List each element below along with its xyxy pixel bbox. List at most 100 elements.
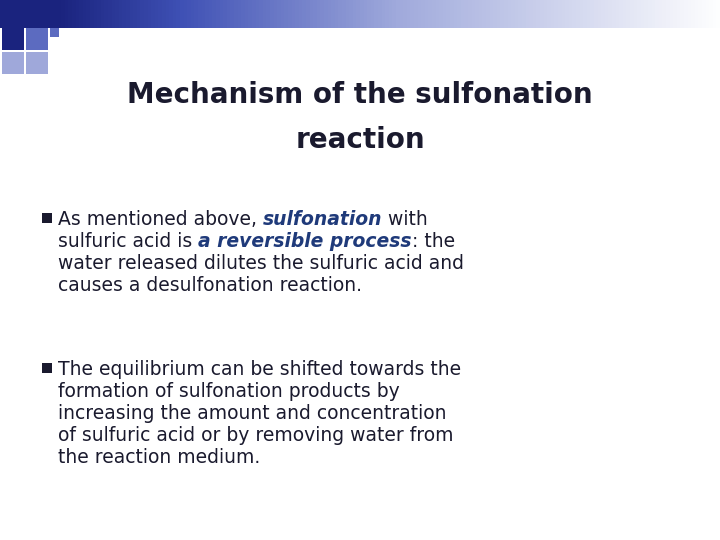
Bar [623, 0, 626, 28]
Bar [353, 0, 356, 28]
Bar [536, 0, 540, 28]
Bar [133, 0, 137, 28]
Bar [670, 0, 673, 28]
Bar [184, 0, 187, 28]
Bar [648, 0, 652, 28]
Bar [716, 0, 720, 28]
Bar [151, 0, 155, 28]
Bar [26, 28, 48, 50]
Bar [245, 0, 248, 28]
Bar [522, 0, 526, 28]
Bar [418, 0, 421, 28]
Bar [590, 0, 594, 28]
Bar [544, 0, 547, 28]
Bar [680, 0, 684, 28]
Bar [486, 0, 490, 28]
Bar [644, 0, 648, 28]
Bar [598, 0, 601, 28]
Bar [666, 0, 670, 28]
Text: Mechanism of the sulfonation: Mechanism of the sulfonation [127, 81, 593, 109]
Bar [47, 0, 50, 28]
Bar [328, 0, 331, 28]
Bar [392, 0, 396, 28]
Bar [608, 0, 612, 28]
Bar [220, 0, 223, 28]
Bar [227, 0, 230, 28]
Bar [360, 0, 364, 28]
Bar [673, 0, 677, 28]
Text: formation of sulfonation products by: formation of sulfonation products by [58, 382, 400, 401]
Bar [324, 0, 328, 28]
Bar [518, 0, 522, 28]
Bar [216, 0, 220, 28]
Bar [79, 0, 83, 28]
Bar [313, 0, 317, 28]
Bar [335, 0, 338, 28]
Bar [583, 0, 587, 28]
Bar [83, 0, 86, 28]
Bar [158, 0, 162, 28]
Bar [479, 0, 482, 28]
Bar [346, 0, 349, 28]
Bar [497, 0, 500, 28]
Bar [148, 0, 151, 28]
Bar [706, 0, 709, 28]
Bar [450, 0, 454, 28]
Bar [414, 0, 418, 28]
Bar [410, 0, 414, 28]
Bar [108, 0, 112, 28]
Bar [691, 0, 695, 28]
Bar [176, 0, 180, 28]
Bar [209, 0, 212, 28]
Bar [688, 0, 691, 28]
Bar [320, 0, 324, 28]
Bar [428, 0, 432, 28]
Bar [630, 0, 634, 28]
Bar [490, 0, 493, 28]
Bar [457, 0, 461, 28]
Bar [295, 0, 299, 28]
Bar [115, 0, 119, 28]
Bar [482, 0, 486, 28]
Bar [173, 0, 176, 28]
Bar [241, 0, 245, 28]
Bar [493, 0, 497, 28]
Bar [40, 0, 43, 28]
Bar [97, 0, 101, 28]
Text: with: with [382, 210, 428, 229]
Bar [562, 0, 565, 28]
Bar [302, 0, 306, 28]
Bar [446, 0, 450, 28]
Text: : the: : the [412, 232, 455, 251]
Bar [659, 0, 662, 28]
Bar [270, 0, 274, 28]
Text: the reaction medium.: the reaction medium. [58, 448, 260, 467]
Bar [130, 0, 133, 28]
Bar [677, 0, 680, 28]
Bar [338, 0, 342, 28]
Bar [400, 0, 403, 28]
Bar [281, 0, 284, 28]
Bar [698, 0, 702, 28]
Bar [198, 0, 202, 28]
Bar [529, 0, 533, 28]
Bar [274, 0, 277, 28]
Bar [42, 213, 52, 223]
Bar [515, 0, 518, 28]
Bar [684, 0, 688, 28]
Bar [205, 0, 209, 28]
Bar [288, 0, 292, 28]
Bar [68, 0, 72, 28]
Bar [266, 0, 270, 28]
Bar [162, 0, 166, 28]
Bar [616, 0, 619, 28]
Bar [511, 0, 515, 28]
Bar [180, 0, 184, 28]
Bar [364, 0, 367, 28]
Bar [4, 0, 7, 28]
Bar [461, 0, 464, 28]
Bar [421, 0, 425, 28]
Bar [212, 0, 216, 28]
Bar [166, 0, 169, 28]
Bar [425, 0, 428, 28]
